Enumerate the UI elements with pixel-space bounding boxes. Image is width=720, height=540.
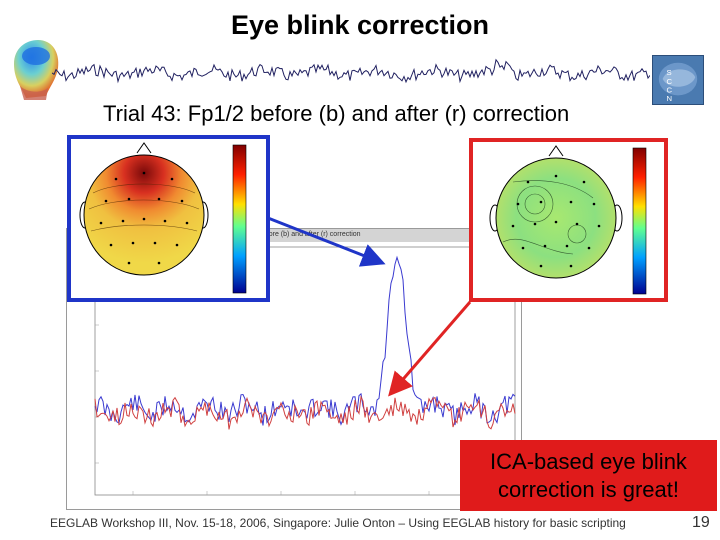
plot-caption: before (b) and after (r) correction (259, 231, 361, 238)
sccn-letter: N (666, 94, 672, 103)
callout-line-1: ICA-based eye blink (490, 449, 687, 474)
eeg-strip-icon (51, 48, 651, 98)
slide-subtitle: Trial 43: Fp1/2 before (b) and after (r)… (103, 101, 570, 126)
slide-title: Eye blink correction (230, 10, 490, 40)
topomap-after (469, 138, 668, 302)
head-map-icon (6, 36, 64, 106)
page-number: 19 (692, 514, 710, 531)
topomap-before (67, 135, 270, 302)
sccn-logo-icon: S C C N (652, 55, 704, 105)
sccn-letter: C (666, 85, 672, 94)
slide-footer: EEGLAB Workshop III, Nov. 15-18, 2006, S… (50, 516, 626, 530)
callout-line-2: correction is great! (498, 477, 679, 502)
callout-box: ICA-based eye blink correction is great! (460, 440, 717, 511)
sccn-letter: S (666, 68, 671, 77)
sccn-letter: C (666, 77, 672, 86)
